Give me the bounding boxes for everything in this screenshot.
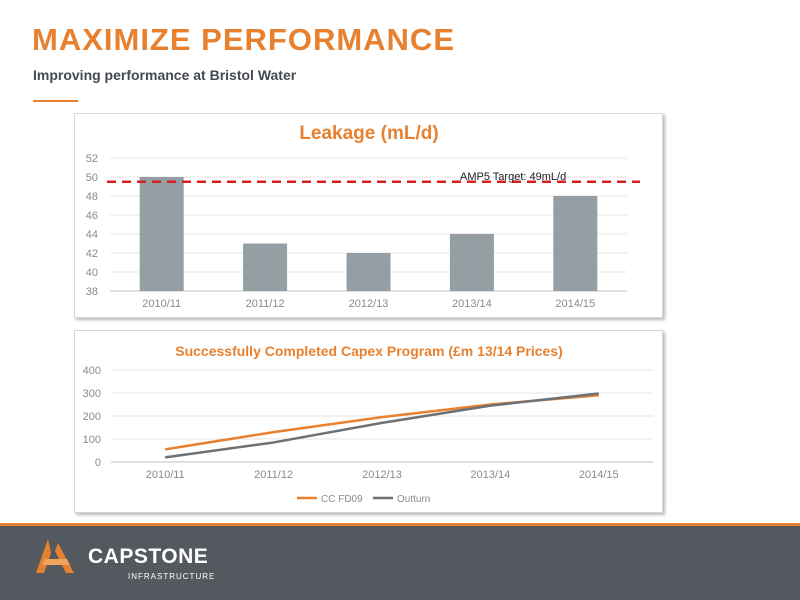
capstone-logo: CAPSTONE INFRASTRUCTURE	[36, 537, 226, 587]
leakage-chart: Leakage (mL/d) 38 40 42 44 46 48 50 52 2010/11 201…	[74, 113, 663, 318]
capex-chart-svg: Successfully Completed Capex Program (£m…	[83, 343, 653, 505]
leakage-bar	[553, 196, 598, 291]
capex-series-line	[165, 392, 599, 459]
capex-chart-title: Successfully Completed Capex Program (£m…	[175, 343, 563, 359]
leakage-bar	[449, 234, 494, 291]
leakage-x-tick-label: 2010/11	[142, 298, 181, 310]
leakage-bar	[243, 243, 288, 291]
leakage-y-tick-label: 38	[86, 286, 98, 298]
title-rule	[33, 100, 78, 102]
leakage-x-tick-label: 2012/13	[349, 298, 389, 310]
capex-chart: Successfully Completed Capex Program (£m…	[74, 330, 663, 513]
footer-accent-line	[0, 523, 800, 526]
amp5-target-label: AMP5 Target: 49mL/d	[460, 171, 566, 183]
capex-y-tick-label: 400	[83, 365, 101, 377]
leakage-y-tick-label: 50	[86, 172, 98, 184]
capex-x-tick-label: 2014/15	[579, 469, 619, 481]
capex-y-tick-label: 200	[83, 411, 101, 423]
leakage-x-tick-label: 2011/12	[246, 298, 285, 310]
leakage-y-tick-label: 48	[86, 191, 98, 203]
leakage-y-tick-label: 42	[86, 248, 98, 260]
capex-x-tick-label: 2012/13	[362, 469, 402, 481]
leakage-chart-svg: Leakage (mL/d) 38 40 42 44 46 48 50 52 2010/11 201…	[86, 123, 640, 310]
page-title: MAXIMIZE PERFORMANCE	[32, 22, 455, 57]
capstone-logo-icon	[36, 539, 74, 573]
capex-legend-label: Outturn	[397, 494, 430, 505]
capex-y-tick-label: 300	[83, 388, 101, 400]
leakage-x-tick-label: 2013/14	[452, 298, 492, 310]
footer: CAPSTONE INFRASTRUCTURE	[0, 523, 800, 600]
capex-x-tick-label: 2011/12	[254, 469, 293, 481]
logo-subtitle: INFRASTRUCTURE	[128, 572, 216, 581]
leakage-bar	[346, 253, 391, 291]
leakage-y-tick-label: 52	[86, 153, 98, 165]
leakage-bar	[139, 177, 184, 291]
leakage-chart-title: Leakage (mL/d)	[299, 123, 438, 144]
page-subtitle: Improving performance at Bristol Water	[33, 67, 297, 83]
capex-y-tick-label: 0	[95, 457, 101, 469]
leakage-y-tick-label: 44	[86, 229, 98, 241]
logo-name: CAPSTONE	[88, 545, 209, 568]
capex-y-tick-label: 100	[83, 434, 101, 446]
capex-x-tick-label: 2010/11	[146, 469, 185, 481]
leakage-y-tick-label: 46	[86, 210, 98, 222]
capex-legend-label: CC FD09	[321, 494, 363, 505]
leakage-y-tick-label: 40	[86, 267, 98, 279]
capex-x-tick-label: 2013/14	[471, 469, 511, 481]
leakage-x-tick-label: 2014/15	[555, 298, 595, 310]
